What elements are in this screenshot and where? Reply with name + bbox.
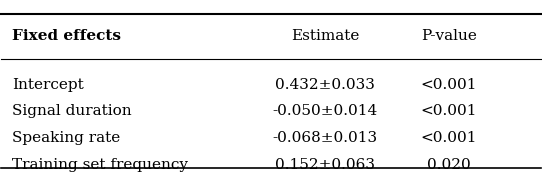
Text: <0.001: <0.001 bbox=[421, 78, 477, 92]
Text: P-value: P-value bbox=[421, 29, 477, 43]
Text: -0.068±0.013: -0.068±0.013 bbox=[273, 131, 377, 145]
Text: Training set frequency: Training set frequency bbox=[12, 158, 188, 172]
Text: 0.432±0.033: 0.432±0.033 bbox=[275, 78, 375, 92]
Text: <0.001: <0.001 bbox=[421, 104, 477, 118]
Text: 0.020: 0.020 bbox=[427, 158, 471, 172]
Text: Intercept: Intercept bbox=[12, 78, 84, 92]
Text: Estimate: Estimate bbox=[291, 29, 359, 43]
Text: -0.050±0.014: -0.050±0.014 bbox=[272, 104, 378, 118]
Text: <0.001: <0.001 bbox=[421, 131, 477, 145]
Text: Speaking rate: Speaking rate bbox=[12, 131, 120, 145]
Text: Fixed effects: Fixed effects bbox=[12, 29, 121, 43]
Text: Signal duration: Signal duration bbox=[12, 104, 132, 118]
Text: 0.152±0.063: 0.152±0.063 bbox=[275, 158, 375, 172]
